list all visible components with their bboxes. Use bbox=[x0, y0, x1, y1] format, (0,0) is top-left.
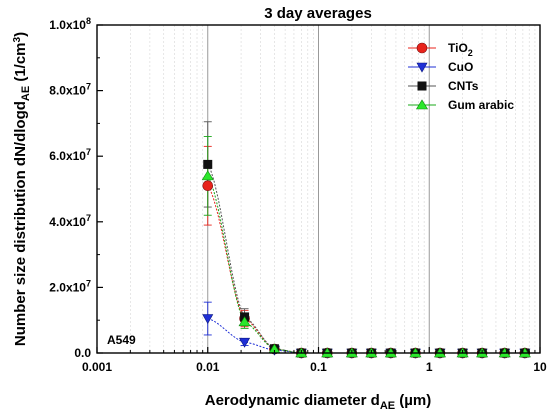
data-point bbox=[201, 170, 214, 181]
fit-curve bbox=[207, 175, 302, 354]
legend-marker bbox=[416, 42, 428, 54]
fit-curve bbox=[207, 164, 302, 354]
y-tick-label: 6.0x107 bbox=[49, 147, 91, 163]
fit-curve bbox=[207, 185, 302, 354]
legend-label: CNTs bbox=[448, 79, 479, 93]
y-tick-label: 8.0x107 bbox=[49, 82, 91, 98]
y-axis-title: Number size distribution dN/dlogdAE (1/c… bbox=[12, 32, 32, 346]
legend-marker bbox=[415, 99, 429, 110]
data-markers bbox=[201, 159, 531, 359]
legend-label: TiO2 bbox=[448, 41, 473, 58]
y-tick-label: 1.0x108 bbox=[49, 16, 91, 32]
legend-marker bbox=[416, 62, 428, 73]
legend-label: Gum arabic bbox=[448, 98, 514, 112]
data-point bbox=[239, 337, 251, 348]
x-tick-label: 1 bbox=[426, 360, 433, 374]
y-tick-label: 2.0x107 bbox=[49, 278, 91, 294]
x-axis-title: Aerodynamic diameter dAE (µm) bbox=[205, 392, 431, 412]
x-tick-label: 0.001 bbox=[82, 360, 112, 374]
fit-curves bbox=[207, 164, 302, 354]
cell-line-label: A549 bbox=[107, 333, 136, 347]
legend-marker bbox=[417, 81, 427, 91]
legend: TiO2 CuO CNTs Gum arabic bbox=[408, 41, 514, 112]
legend-label: CuO bbox=[448, 60, 473, 74]
fit-curve bbox=[207, 318, 302, 354]
axis-ticks: 0.001 0.01 0.1 1 10 0.0 2.0x107 4.0x107 6.0x107 8… bbox=[49, 16, 547, 374]
data-point bbox=[238, 316, 251, 327]
x-tick-label: 0.1 bbox=[310, 360, 327, 374]
y-tick-label: 0.0 bbox=[74, 346, 91, 360]
data-point bbox=[202, 314, 214, 325]
grid-lines bbox=[96, 25, 541, 353]
data-point bbox=[203, 159, 213, 169]
y-tick-label: 4.0x107 bbox=[49, 213, 91, 229]
x-tick-label: 0.01 bbox=[196, 360, 220, 374]
x-tick-label: 10 bbox=[533, 360, 547, 374]
chart-title: 3 day averages bbox=[264, 5, 372, 22]
data-point bbox=[202, 180, 214, 192]
